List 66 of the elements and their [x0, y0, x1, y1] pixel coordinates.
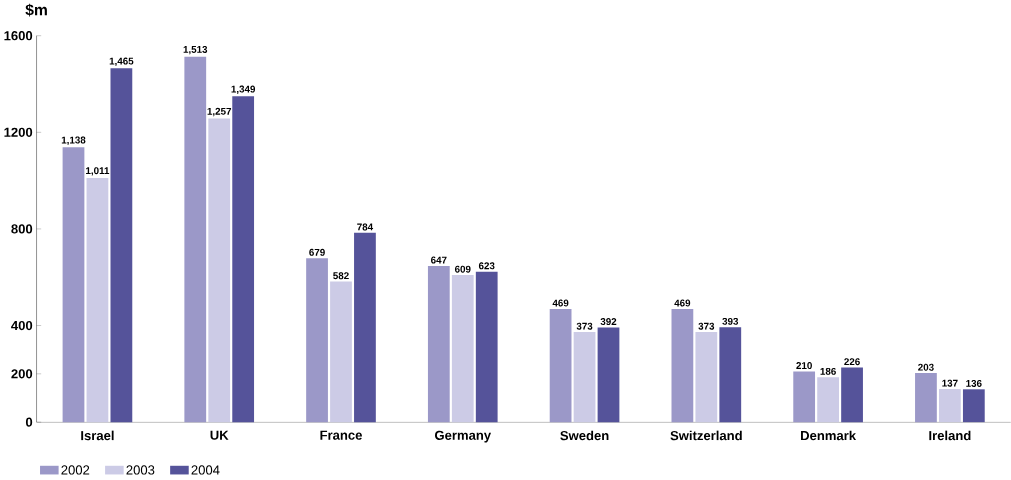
bar	[817, 376, 839, 422]
y-tick-label: 1600	[4, 30, 33, 41]
bar	[719, 326, 742, 422]
bar	[184, 56, 207, 422]
bar	[62, 147, 85, 422]
bar	[110, 68, 133, 422]
bar	[232, 96, 255, 422]
data-label: 679	[309, 248, 325, 256]
bar	[841, 367, 863, 422]
x-tick-label: Israel	[81, 430, 114, 440]
bar	[208, 118, 231, 422]
y-tick-label: 800	[11, 224, 33, 234]
data-label: 137	[942, 379, 958, 387]
x-tick-label: Switzerland	[670, 430, 742, 440]
y-tick-label: 200	[11, 368, 33, 379]
data-label: 203	[918, 363, 934, 371]
data-label: 647	[431, 256, 447, 264]
bar	[793, 371, 816, 422]
bar	[330, 281, 352, 422]
data-label: 609	[454, 265, 471, 273]
data-label: 392	[600, 317, 617, 325]
bar	[451, 274, 474, 422]
data-label: 582	[333, 272, 349, 279]
data-label: 1,349	[231, 85, 256, 94]
bar	[549, 308, 572, 422]
x-tick-label: Denmark	[801, 430, 857, 440]
bar	[475, 271, 498, 422]
bar	[939, 388, 961, 422]
data-label: 136	[966, 379, 982, 387]
data-label: 373	[576, 322, 593, 330]
x-tick-label: Sweden	[560, 430, 609, 440]
x-tick-label: Ireland	[929, 430, 971, 440]
data-label: 1,257	[207, 107, 232, 116]
bar	[915, 372, 937, 422]
bar	[597, 327, 620, 422]
data-label: 623	[478, 262, 495, 270]
data-label: 469	[552, 299, 569, 307]
bar	[962, 389, 985, 422]
bar	[695, 331, 718, 422]
data-label: 210	[796, 361, 812, 369]
data-label: 186	[820, 367, 836, 375]
legend-label: 2003	[126, 465, 155, 475]
data-label: 469	[674, 299, 691, 307]
x-tick-label: Germany	[434, 430, 492, 443]
y-tick-label: 1200	[4, 127, 33, 137]
bar	[354, 232, 376, 422]
y-tick-label: 0	[25, 417, 33, 427]
data-label: 1,011	[86, 166, 110, 176]
y-axis-title: $m	[25, 3, 47, 17]
bar	[427, 265, 450, 422]
data-label: 393	[722, 317, 739, 325]
data-label: 373	[698, 322, 715, 330]
bar	[671, 308, 694, 422]
bar	[86, 177, 109, 422]
data-label: 1,465	[109, 57, 134, 66]
data-label: 784	[357, 223, 374, 231]
data-label: 1,138	[61, 136, 86, 145]
bar	[573, 331, 596, 422]
x-tick-label: UK	[210, 430, 229, 440]
legend-label: 2002	[61, 465, 90, 475]
y-tick-label: 400	[11, 320, 33, 330]
bar	[306, 257, 328, 422]
legend-label: 2004	[191, 465, 220, 475]
data-label: 1,513	[183, 45, 208, 55]
x-tick-label: France	[320, 430, 362, 440]
data-label: 226	[844, 357, 860, 365]
